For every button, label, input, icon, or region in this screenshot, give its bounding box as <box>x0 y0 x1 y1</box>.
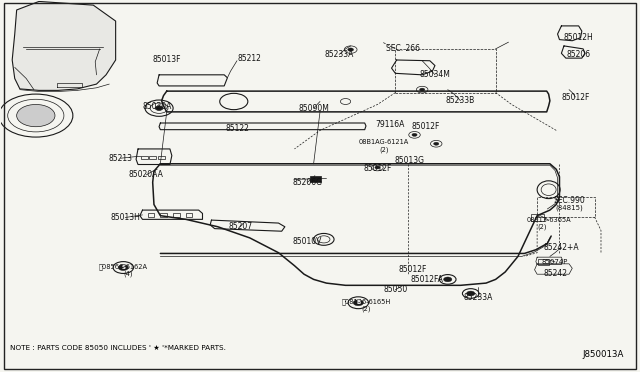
Text: 85206G: 85206G <box>292 178 322 187</box>
Text: 85090M: 85090M <box>298 104 329 113</box>
Text: (4): (4) <box>124 271 133 278</box>
Circle shape <box>467 291 475 296</box>
Circle shape <box>353 300 364 306</box>
Text: 08B1AG-6121A: 08B1AG-6121A <box>359 139 409 145</box>
Circle shape <box>348 48 353 51</box>
Text: (2): (2) <box>538 224 547 230</box>
Text: 85013G: 85013G <box>394 155 424 164</box>
Circle shape <box>434 142 439 145</box>
Text: 85207: 85207 <box>228 222 252 231</box>
Text: NOTE : PARTS CODE 85050 INCLUDES ' ★ '*MARKED PARTS.: NOTE : PARTS CODE 85050 INCLUDES ' ★ '*M… <box>10 345 226 351</box>
Polygon shape <box>12 1 116 90</box>
Bar <box>310 176 321 182</box>
Text: 85074P: 85074P <box>542 259 568 265</box>
Circle shape <box>444 277 452 282</box>
Text: (2): (2) <box>361 306 371 312</box>
Circle shape <box>420 88 425 91</box>
Bar <box>173 213 179 217</box>
Bar <box>161 213 167 217</box>
Bar <box>159 156 165 159</box>
Text: B: B <box>356 300 360 305</box>
Text: 85012F: 85012F <box>364 164 392 173</box>
Text: 85213: 85213 <box>109 154 132 163</box>
Text: 傅08566-6162A: 傅08566-6162A <box>99 263 148 270</box>
Bar <box>141 156 148 159</box>
Text: 85013F: 85013F <box>152 55 181 64</box>
Bar <box>531 214 543 221</box>
Text: J850013A: J850013A <box>582 350 623 359</box>
Text: (84815): (84815) <box>555 204 583 211</box>
Circle shape <box>412 133 417 137</box>
Circle shape <box>156 106 163 110</box>
Bar <box>150 156 156 159</box>
Text: 08913-6365A: 08913-6365A <box>526 217 571 223</box>
Text: 85020AA: 85020AA <box>129 170 164 179</box>
Text: 85034M: 85034M <box>419 70 451 79</box>
Text: 85012F: 85012F <box>561 93 589 102</box>
Text: 85233A: 85233A <box>464 293 493 302</box>
Text: SEC.990: SEC.990 <box>553 196 585 205</box>
Text: 85010V: 85010V <box>292 237 322 246</box>
Text: 85212: 85212 <box>238 54 262 62</box>
Bar <box>538 259 548 265</box>
Text: SEC. 266: SEC. 266 <box>386 44 420 53</box>
Text: 85012F: 85012F <box>411 122 440 131</box>
Text: 85020A: 85020A <box>143 102 172 111</box>
Circle shape <box>375 166 380 169</box>
Bar <box>186 213 192 217</box>
Text: (2): (2) <box>379 147 388 153</box>
Bar <box>148 213 154 217</box>
Circle shape <box>17 105 55 127</box>
Text: 85233A: 85233A <box>324 50 354 59</box>
Text: 85122: 85122 <box>225 124 249 133</box>
Text: 79116A: 79116A <box>376 121 405 129</box>
Text: 傅08146-6165H: 傅08146-6165H <box>341 298 390 305</box>
Text: 85233B: 85233B <box>446 96 475 105</box>
Text: 85242+A: 85242+A <box>543 243 579 251</box>
Text: 85012F: 85012F <box>399 265 427 274</box>
Text: S: S <box>122 265 125 270</box>
Circle shape <box>118 264 129 270</box>
Text: 85012H: 85012H <box>564 33 593 42</box>
Text: 85242: 85242 <box>543 269 567 278</box>
Text: 85013H: 85013H <box>110 213 140 222</box>
Text: 85050: 85050 <box>383 285 408 294</box>
Text: 85206: 85206 <box>566 50 591 59</box>
Text: 85012FA: 85012FA <box>411 275 444 284</box>
